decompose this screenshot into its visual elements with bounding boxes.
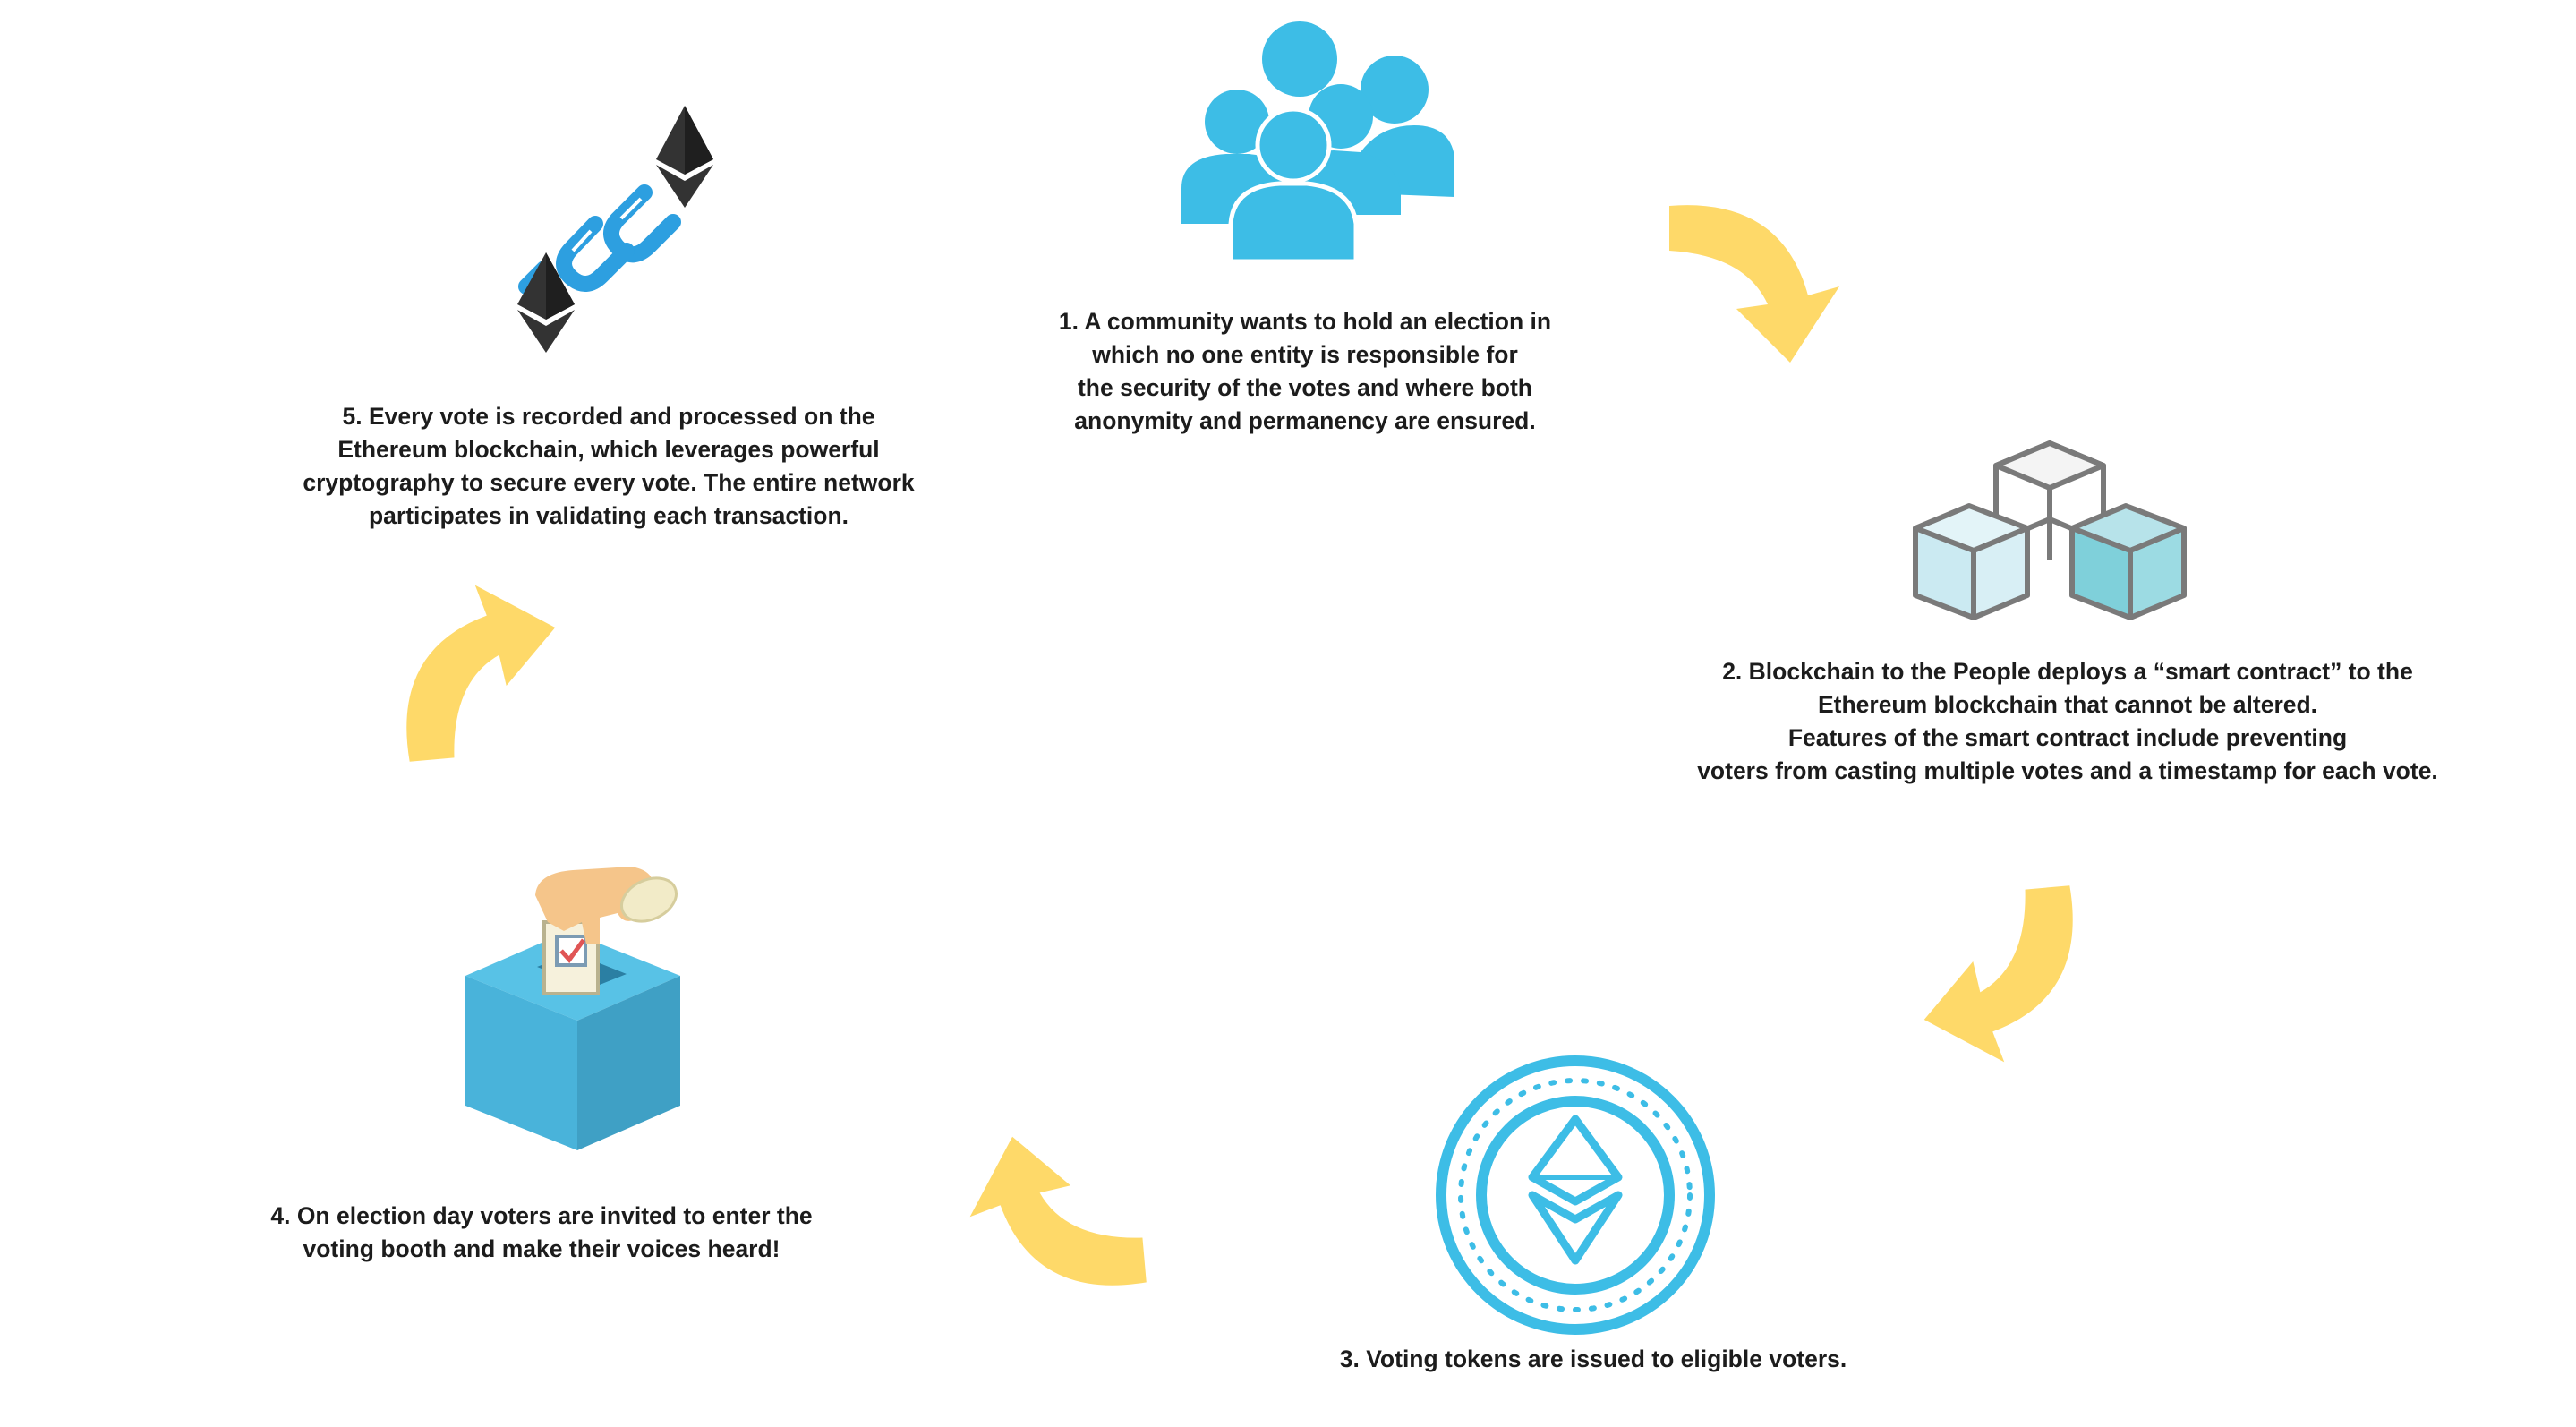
step-5-line-4: participates in validating each transact… [368,502,849,529]
step-5-description: 5. Every vote is recorded and processed … [295,400,922,533]
arrow-step1-to-step2 [1669,205,1839,363]
step-5-line-1: 5. Every vote is recorded and processed … [342,403,875,430]
step-2-description: 2. Blockchain to the People deploys a “s… [1692,655,2444,788]
arrow-step4-to-step5 [394,578,567,762]
step-4-description: 4. On election day voters are invited to… [260,1200,823,1266]
step-1-line-3: the security of the votes and where both [1077,374,1532,401]
step-5-line-2: Ethereum blockchain, which leverages pow… [337,436,880,463]
ethereum-token-coin-icon [1436,1055,1715,1335]
step-4-line-2: voting booth and make their voices heard… [303,1235,780,1262]
step-2-line-3: Features of the smart contract include p… [1787,724,2348,751]
ballot-box-icon [465,867,680,1150]
step-1-line-4: anonymity and permanency are ensured. [1074,407,1536,434]
step-1-line-2: which no one entity is responsible for [1092,341,1518,368]
step-3-line-1: 3. Voting tokens are issued to eligible … [1339,1346,1847,1372]
community-people-icon [1181,21,1454,264]
step-1-description: 1. A community wants to hold an election… [1045,305,1565,438]
blockchain-cubes-icon [1913,440,2187,620]
step-3-description: 3. Voting tokens are issued to eligible … [1325,1343,1862,1376]
arrow-step3-to-step4 [963,1125,1147,1298]
step-2-line-4: voters from casting multiple votes and a… [1697,757,2438,784]
step-2-line-2: Ethereum blockchain that cannot be alter… [1817,691,2318,718]
arrow-step2-to-step3 [1913,885,2086,1069]
step-2-line-1: 2. Blockchain to the People deploys a “s… [1722,658,2413,685]
step-4-line-1: 4. On election day voters are invited to… [270,1202,813,1229]
ethereum-chain-link-icon [517,106,713,353]
step-5-line-3: cryptography to secure every vote. The e… [303,469,915,496]
step-1-line-1: 1. A community wants to hold an election… [1058,308,1552,335]
